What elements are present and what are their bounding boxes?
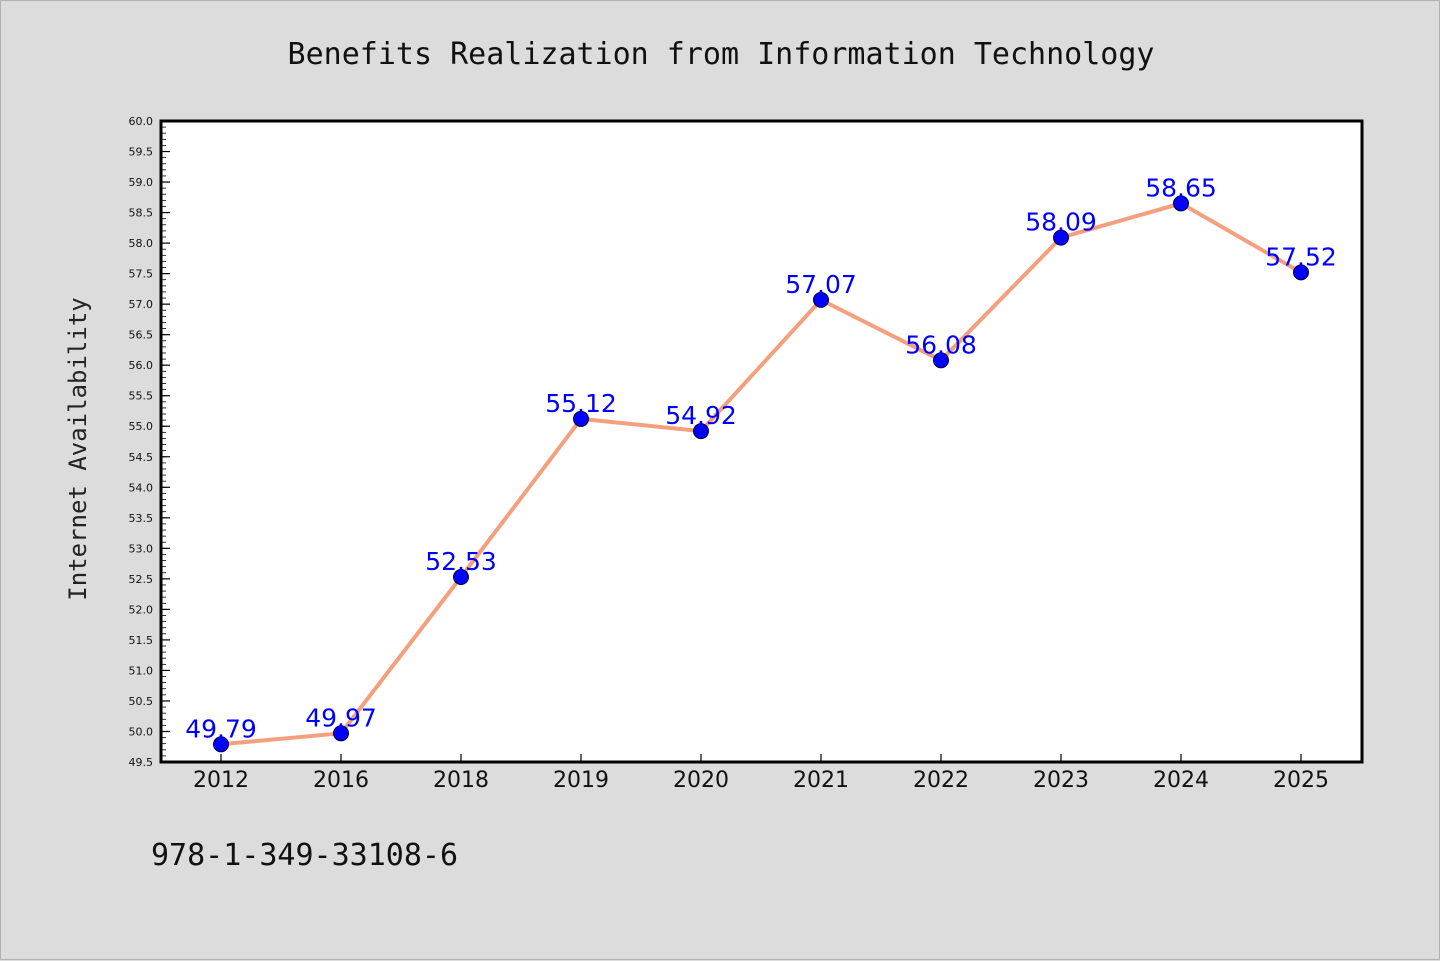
y-tick-label: 54.5 [129,451,154,464]
y-tick-label: 59.5 [129,146,154,159]
y-tick-label: 53.5 [129,512,154,525]
data-point [1173,195,1189,212]
x-tick-label: 2023 [1033,768,1089,793]
y-tick-label: 57.0 [129,298,154,311]
y-tick-label: 57.5 [129,268,154,281]
x-tick-label: 2016 [313,768,369,793]
data-label: 57.52 [1265,242,1337,271]
y-axis: 49.5 50.0 50.5 51.0 51.5 52.0 52.5 53.0 53.5 54.0… [129,115,170,769]
data-point [813,291,829,308]
y-tick-label: 50.0 [129,725,154,738]
x-tick-label: 2019 [553,768,609,793]
data-labels: 49.79 49.97 52.53 55.12 54.92 57.07 56.08 58.09… [185,173,1337,743]
y-tick-label: 56.5 [129,329,154,342]
x-tick-label: 2022 [913,768,969,793]
data-label: 57.07 [785,270,857,299]
data-point [213,736,229,753]
data-point [933,352,949,369]
x-tick-label: 2025 [1273,768,1329,793]
data-point [693,423,709,440]
x-tick-label: 2024 [1153,768,1209,793]
y-axis-label: Internet Availability [64,297,92,600]
series-line [220,201,1302,747]
y-tick-label: 54.0 [129,481,154,494]
footnote-isbn: 978-1-349-33108-6 [151,838,458,873]
data-label: 49.79 [185,714,257,743]
y-tick-label: 50.5 [129,695,154,708]
data-point [1293,264,1309,281]
data-label: 55.12 [545,389,617,418]
y-tick-label: 51.0 [129,664,154,677]
data-label: 58.65 [1145,173,1217,202]
y-tick-label: 53.0 [129,542,154,555]
x-tick-label: 2021 [793,768,849,793]
plot-area [159,119,1364,764]
y-tick-label: 55.0 [129,420,154,433]
x-tick-label: 2012 [193,768,249,793]
series-layer [213,195,1309,753]
chart-title: Benefits Realization from Information Te… [288,37,1155,72]
y-tick-label: 60.0 [129,115,154,128]
y-tick-label: 55.5 [129,390,154,403]
data-label: 49.97 [305,703,377,732]
x-axis: 2012 2016 2018 2019 2020 2021 2022 2023 2024 2025 [193,754,1329,793]
y-tick-label: 56.0 [129,359,154,372]
data-point [573,410,589,427]
x-tick-label: 2018 [433,768,489,793]
y-tick-label: 58.0 [129,237,154,250]
data-point [453,569,469,586]
data-label: 52.53 [425,547,497,576]
y-tick-label: 59.0 [129,176,154,189]
data-point [1053,229,1069,246]
y-tick-label: 49.5 [129,756,154,769]
data-label: 54.92 [665,401,737,430]
data-label: 58.09 [1025,208,1097,237]
data-point [333,725,349,742]
x-tick-label: 2020 [673,768,729,793]
y-tick-label: 51.5 [129,634,154,647]
y-tick-label: 52.5 [129,573,154,586]
y-tick-label: 52.0 [129,603,154,616]
data-label: 56.08 [905,330,977,359]
y-tick-label: 58.5 [129,207,154,220]
